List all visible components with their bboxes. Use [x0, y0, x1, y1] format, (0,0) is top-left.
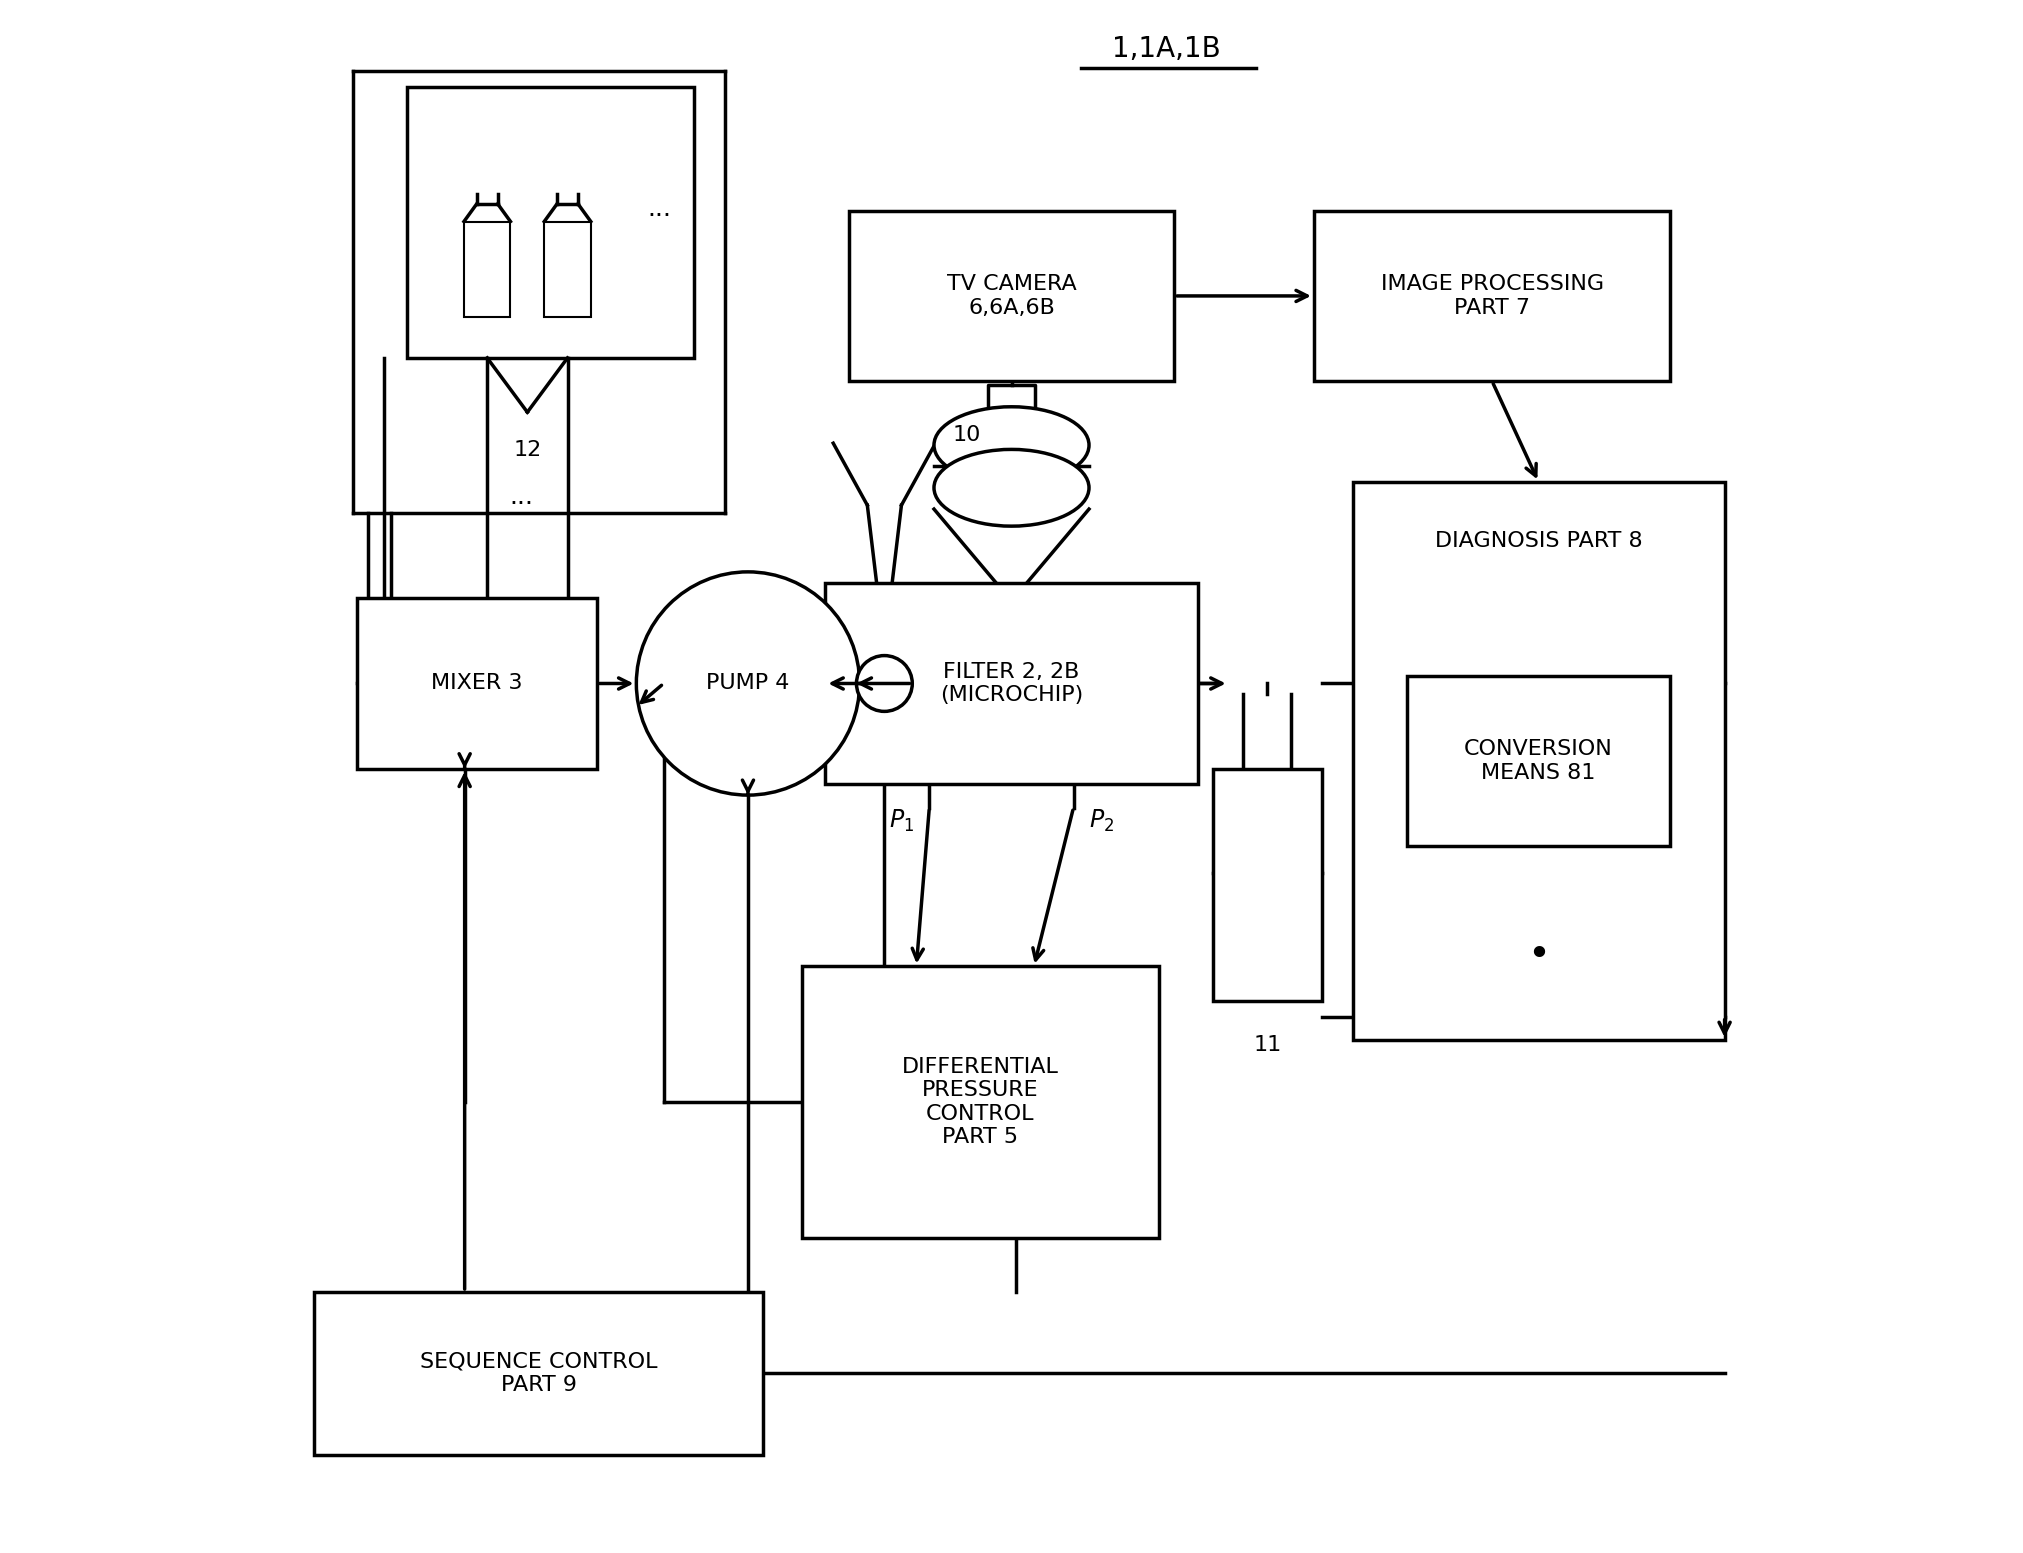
Text: TV CAMERA
6,6A,6B: TV CAMERA 6,6A,6B: [947, 275, 1076, 317]
Text: CONVERSION
MEANS 81: CONVERSION MEANS 81: [1465, 739, 1612, 783]
Text: 1,1A,1B: 1,1A,1B: [1113, 36, 1222, 64]
Bar: [1313, 211, 1671, 380]
Bar: [544, 222, 591, 317]
Text: PUMP 4: PUMP 4: [706, 674, 789, 694]
Text: 11: 11: [1252, 1036, 1281, 1056]
Text: IMAGE PROCESSING
PART 7: IMAGE PROCESSING PART 7: [1380, 275, 1604, 317]
Text: •: •: [1527, 936, 1550, 974]
Text: ...: ...: [647, 197, 672, 221]
Bar: [1353, 481, 1724, 1041]
Ellipse shape: [935, 407, 1088, 483]
Text: MIXER 3: MIXER 3: [431, 674, 522, 694]
Bar: [1214, 769, 1321, 1002]
Text: DIFFERENTIAL
PRESSURE
CONTROL
PART 5: DIFFERENTIAL PRESSURE CONTROL PART 5: [902, 1058, 1058, 1146]
Text: DIAGNOSIS PART 8: DIAGNOSIS PART 8: [1434, 531, 1643, 551]
Circle shape: [637, 572, 860, 795]
Bar: [850, 211, 1173, 380]
Bar: [407, 87, 694, 357]
Ellipse shape: [935, 449, 1088, 526]
Text: FILTER 2, 2B
(MICROCHIP): FILTER 2, 2B (MICROCHIP): [941, 662, 1082, 705]
Bar: [314, 1292, 763, 1455]
Circle shape: [856, 655, 912, 711]
Bar: [356, 598, 597, 769]
Text: SEQUENCE CONTROL
PART 9: SEQUENCE CONTROL PART 9: [421, 1351, 657, 1395]
Bar: [463, 222, 510, 317]
Text: ...: ...: [510, 486, 534, 509]
Text: $P_2$: $P_2$: [1088, 808, 1115, 834]
Text: $P_1$: $P_1$: [888, 808, 914, 834]
Bar: [803, 966, 1159, 1238]
Bar: [1406, 676, 1671, 846]
Bar: [825, 582, 1198, 784]
Text: 12: 12: [514, 439, 542, 460]
Text: 10: 10: [953, 426, 981, 446]
